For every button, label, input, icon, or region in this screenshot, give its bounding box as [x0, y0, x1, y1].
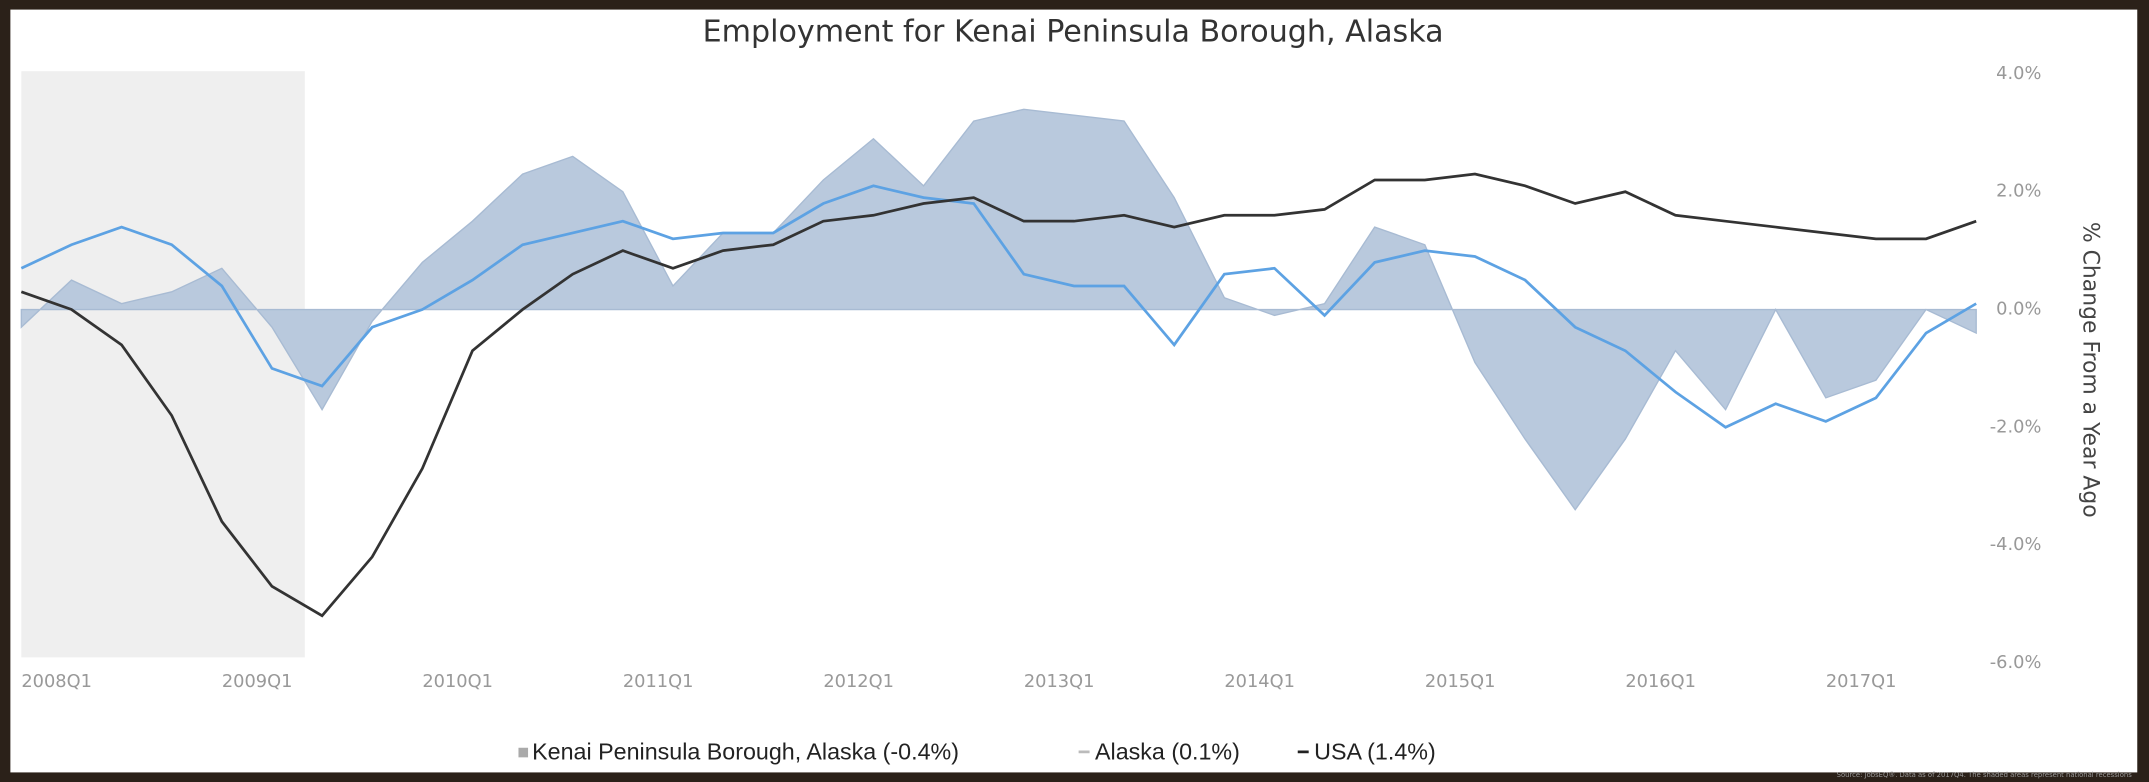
y-tick-label: -4.0%	[1990, 534, 2042, 555]
x-tick-label: 2013Q1	[1024, 671, 1095, 692]
x-tick-label: 2011Q1	[623, 671, 694, 692]
x-tick-label: 2010Q1	[422, 671, 493, 692]
x-tick-label: 2008Q1	[21, 671, 92, 692]
y-axis-label: % Change From a Year Ago	[2077, 222, 2102, 518]
line	[20, 184, 1977, 429]
chart-title: Employment for Kenai Peninsula Borough, …	[703, 14, 1444, 49]
x-tick-label: 2009Q1	[222, 671, 293, 692]
y-tick-label: 2.0%	[1996, 181, 2041, 202]
legend-swatch	[518, 747, 529, 758]
x-tick-label: 2016Q1	[1625, 671, 1696, 692]
legend-label: USA (1.4%)	[1314, 738, 1436, 764]
legend-label: Kenai Peninsula Borough, Alaska (-0.4%)	[532, 738, 959, 764]
y-tick-label: 0.0%	[1996, 299, 2041, 320]
y-tick-label: -2.0%	[1990, 416, 2042, 437]
y-tick-label: 4.0%	[1996, 63, 2041, 84]
line	[20, 172, 1977, 618]
x-tick-label: 2014Q1	[1224, 671, 1295, 692]
x-tick-label: 2017Q1	[1826, 671, 1897, 692]
y-tick-label: -6.0%	[1990, 652, 2042, 673]
area	[20, 108, 1977, 511]
x-tick-label: 2015Q1	[1425, 671, 1496, 692]
legend-label: Alaska (0.1%)	[1095, 738, 1240, 764]
recession-shade	[21, 71, 305, 658]
x-tick-label: 2012Q1	[823, 671, 894, 692]
source-note: Source: JobsEQ®. Data as of 2017Q4. The …	[1837, 771, 2133, 779]
